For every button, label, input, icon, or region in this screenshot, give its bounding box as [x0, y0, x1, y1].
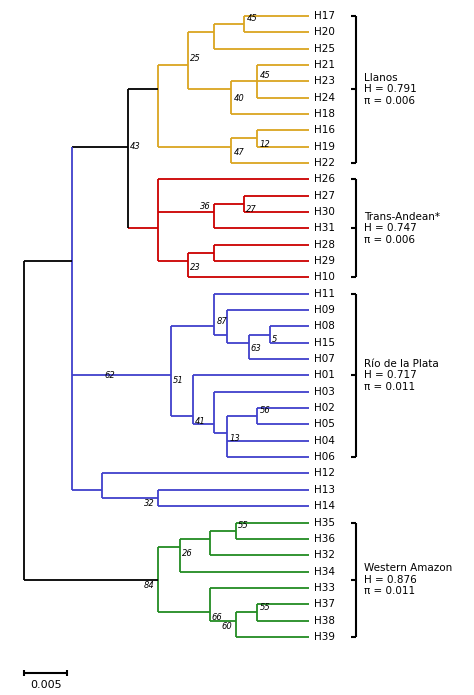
Text: 55: 55	[259, 603, 270, 612]
Text: 25: 25	[191, 54, 201, 63]
Text: 60: 60	[221, 622, 232, 631]
Text: H28: H28	[314, 240, 335, 250]
Text: 45: 45	[259, 72, 270, 81]
Text: 40: 40	[234, 95, 244, 104]
Text: H08: H08	[314, 321, 335, 332]
Text: H07: H07	[314, 354, 335, 364]
Text: H21: H21	[314, 60, 335, 70]
Text: 63: 63	[251, 343, 262, 352]
Text: 84: 84	[144, 580, 155, 589]
Text: 32: 32	[144, 499, 155, 508]
Text: H22: H22	[314, 158, 335, 168]
Text: H26: H26	[314, 174, 335, 184]
Text: 55: 55	[238, 521, 248, 530]
Text: H24: H24	[314, 92, 335, 103]
Text: H23: H23	[314, 76, 335, 86]
Text: H19: H19	[314, 142, 335, 152]
Text: 0.005: 0.005	[30, 680, 62, 690]
Text: H31: H31	[314, 223, 335, 234]
Text: 51: 51	[173, 376, 184, 385]
Text: H35: H35	[314, 518, 335, 528]
Text: H06: H06	[314, 452, 335, 462]
Text: H02: H02	[314, 403, 335, 413]
Text: 45: 45	[246, 14, 257, 23]
Text: 36: 36	[200, 202, 210, 211]
Text: H38: H38	[314, 616, 335, 626]
Text: H03: H03	[314, 386, 335, 397]
Text: 62: 62	[104, 371, 115, 380]
Text: H10: H10	[314, 272, 335, 282]
Text: H16: H16	[314, 125, 335, 136]
Text: 13: 13	[229, 434, 240, 443]
Text: Río de la Plata
H = 0.717
π = 0.011: Río de la Plata H = 0.717 π = 0.011	[364, 359, 439, 392]
Text: H37: H37	[314, 599, 335, 610]
Text: 12: 12	[259, 140, 270, 149]
Text: 66: 66	[212, 613, 223, 622]
Text: H13: H13	[314, 485, 335, 495]
Text: H39: H39	[314, 632, 335, 642]
Text: H05: H05	[314, 420, 335, 430]
Text: 56: 56	[259, 407, 270, 416]
Text: H11: H11	[314, 288, 335, 299]
Text: 87: 87	[216, 317, 227, 325]
Text: H04: H04	[314, 436, 335, 445]
Text: H12: H12	[314, 468, 335, 478]
Text: H27: H27	[314, 190, 335, 201]
Text: H14: H14	[314, 501, 335, 512]
Text: 26: 26	[182, 548, 192, 557]
Text: H25: H25	[314, 44, 335, 54]
Text: 27: 27	[246, 206, 257, 215]
Text: 5: 5	[272, 336, 278, 345]
Text: Llanos
H = 0.791
π = 0.006: Llanos H = 0.791 π = 0.006	[364, 73, 417, 106]
Text: H18: H18	[314, 109, 335, 119]
Text: H30: H30	[314, 207, 335, 217]
Text: 43: 43	[130, 142, 141, 151]
Text: H17: H17	[314, 11, 335, 21]
Text: H33: H33	[314, 583, 335, 593]
Text: 47: 47	[234, 148, 244, 157]
Text: H20: H20	[314, 27, 335, 38]
Text: Western Amazon
H = 0.876
π = 0.011: Western Amazon H = 0.876 π = 0.011	[364, 563, 452, 596]
Text: H32: H32	[314, 550, 335, 560]
Text: H15: H15	[314, 338, 335, 348]
Text: H29: H29	[314, 256, 335, 266]
Text: H36: H36	[314, 534, 335, 544]
Text: 41: 41	[195, 417, 205, 426]
Text: H34: H34	[314, 566, 335, 577]
Text: 23: 23	[191, 263, 201, 272]
Text: Trans-Andean*
H = 0.747
π = 0.006: Trans-Andean* H = 0.747 π = 0.006	[364, 212, 440, 245]
Text: H01: H01	[314, 370, 335, 380]
Text: H09: H09	[314, 305, 335, 315]
